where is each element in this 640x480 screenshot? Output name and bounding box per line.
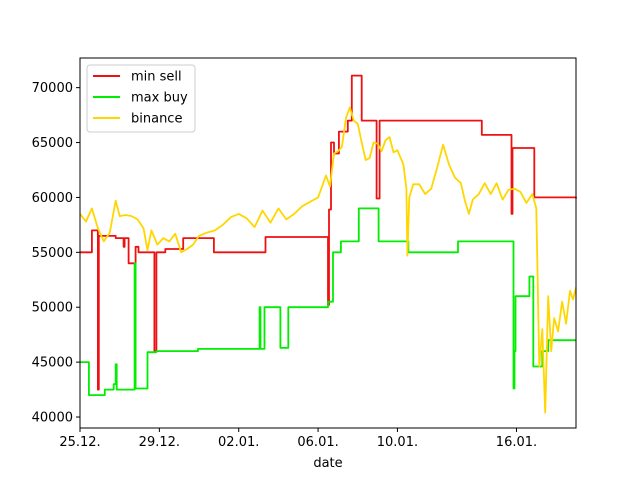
y-tick-label: 65000 <box>32 136 73 151</box>
x-tick-label: 29.12. <box>139 435 180 450</box>
plot-frame <box>79 57 577 429</box>
y-tick-label: 45000 <box>32 356 73 371</box>
y-axis: 40000 45000 50000 55000 60000 65000 70000 <box>32 81 80 426</box>
legend-label: min sell <box>131 70 182 85</box>
y-tick-label: 50000 <box>32 301 73 316</box>
legend-label: binance <box>131 112 182 127</box>
y-tick-label: 60000 <box>32 191 73 206</box>
legend-label: max buy <box>131 91 188 106</box>
x-tick-label: 02.01. <box>218 435 259 450</box>
series-line-max-buy <box>80 207 576 396</box>
x-tick-label: 10.01. <box>377 435 418 450</box>
series-layer <box>79 74 577 414</box>
x-tick-label: 16.01. <box>496 435 537 450</box>
legend: min sell max buy binance <box>86 64 196 133</box>
y-tick-label: 40000 <box>32 411 73 426</box>
y-tick-label: 55000 <box>32 246 73 261</box>
series-line-min-sell <box>80 74 577 391</box>
x-axis-label: date <box>313 456 342 471</box>
x-axis: 25.12. 29.12. 02.01. 06.01. 10.01. 16.01. <box>59 428 537 450</box>
x-tick-label: 06.01. <box>297 435 338 450</box>
legend-box <box>86 64 196 133</box>
x-tick-label: 25.12. <box>59 435 100 450</box>
series-line-binance <box>79 106 577 414</box>
y-tick-label: 70000 <box>32 81 73 96</box>
